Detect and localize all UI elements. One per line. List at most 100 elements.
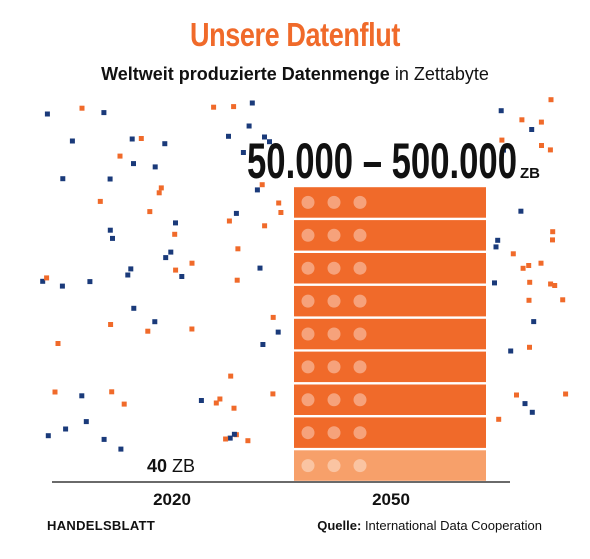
scatter-dot xyxy=(168,249,174,255)
rack-unit-led xyxy=(327,228,341,242)
rack-unit-led xyxy=(353,228,367,242)
scatter-dot xyxy=(138,136,144,141)
scatter-dot xyxy=(257,265,263,271)
rack-unit xyxy=(294,285,486,317)
scatter-dot xyxy=(83,419,89,425)
rack-unit-led xyxy=(327,360,341,374)
scatter-dot xyxy=(108,322,114,327)
chart-title: Unsere Datenflut xyxy=(190,16,400,53)
rack-unit-led xyxy=(353,327,367,341)
scatter-dot xyxy=(235,246,241,252)
scatter-dot xyxy=(563,391,569,397)
scatter-dot xyxy=(79,105,85,111)
rack-unit-led xyxy=(301,261,315,275)
scatter-dot xyxy=(262,134,267,140)
scatter-dot xyxy=(246,123,252,129)
subtitle-bold: Weltweit produzierte Datenmenge xyxy=(101,64,390,84)
rack-unit-led xyxy=(353,195,367,209)
scatter-dot xyxy=(109,389,115,395)
scatter-dot xyxy=(59,283,65,289)
scatter-dot xyxy=(254,187,260,193)
scatter-dot xyxy=(548,97,554,103)
scatter-dot xyxy=(226,218,232,224)
scatter-dot xyxy=(550,229,556,235)
scatter-dot xyxy=(97,198,103,204)
scatter-dot xyxy=(172,231,178,237)
scatter-dot xyxy=(162,141,168,147)
scatter-dot xyxy=(213,400,219,406)
rack-unit-led xyxy=(353,360,367,374)
rack-unit-led xyxy=(301,459,315,473)
category-label-2050: 2050 xyxy=(372,490,410,509)
scatter-dot xyxy=(514,392,519,398)
value-label-2050: 50.000 – 500.000 xyxy=(247,133,517,189)
source-line: Quelle: International Data Cooperation xyxy=(317,518,542,533)
scatter-dot xyxy=(131,161,136,167)
scatter-dot xyxy=(227,435,233,441)
scatter-dot xyxy=(217,396,223,402)
scatter-dot xyxy=(270,391,276,397)
scatter-dot xyxy=(560,297,566,303)
scatter-dot xyxy=(152,319,158,325)
scatter-dot xyxy=(260,342,266,347)
scatter-dot xyxy=(498,108,504,114)
rack-unit-led xyxy=(327,195,341,209)
scatter-dot xyxy=(275,329,281,335)
scatter-dot xyxy=(69,138,75,144)
scatter-dot xyxy=(44,275,50,281)
rack-unit xyxy=(294,351,486,383)
scatter-dot xyxy=(45,433,51,439)
scatter-dot xyxy=(510,251,516,257)
scatter-dot xyxy=(245,438,251,444)
rack-unit-led xyxy=(301,426,315,440)
rack-unit xyxy=(294,417,486,448)
scatter-dot xyxy=(259,182,265,188)
rack-unit-led xyxy=(301,294,315,308)
subtitle-unit: in Zettabyte xyxy=(394,64,489,84)
scatter-dot xyxy=(496,416,502,422)
rack-unit xyxy=(294,384,486,415)
scatter-dot xyxy=(44,111,50,117)
chart-subtitle: Weltweit produzierte Datenmenge in Zetta… xyxy=(0,64,590,85)
scatter-dot xyxy=(131,305,137,311)
scatter-dot xyxy=(526,297,532,303)
source-label: Quelle: xyxy=(317,518,362,533)
rack-unit-led xyxy=(327,426,341,440)
scatter-dot xyxy=(233,210,239,216)
scatter-dot xyxy=(179,274,185,279)
scatter-dot xyxy=(234,277,240,283)
rack-unit-led xyxy=(353,393,367,407)
scatter-dot xyxy=(163,255,169,261)
scatter-dot xyxy=(52,389,58,395)
scatter-dot xyxy=(231,431,237,437)
scatter-dot xyxy=(249,100,255,106)
rack-unit-led xyxy=(327,261,341,275)
scatter-dot xyxy=(538,260,544,266)
scatter-dot xyxy=(87,279,93,285)
scatter-dot xyxy=(519,117,525,123)
scatter-dot xyxy=(125,272,131,278)
scatter-dot xyxy=(539,143,544,148)
rack-unit-led xyxy=(327,393,341,407)
scatter-dot xyxy=(499,137,505,143)
scatter-dot xyxy=(211,104,217,110)
rack-unit-led xyxy=(327,294,341,308)
scatter-dot xyxy=(189,326,195,332)
scatter-dot xyxy=(531,319,537,325)
rack-unit xyxy=(294,318,486,350)
scatter-dot xyxy=(147,209,153,215)
scatter-dot xyxy=(152,164,158,170)
scatter-dot xyxy=(240,150,246,155)
scatter-dot xyxy=(223,436,229,442)
rack-unit-led xyxy=(301,327,315,341)
rack-unit-led xyxy=(353,459,367,473)
scatter-dot xyxy=(117,153,123,159)
scatter-dot xyxy=(529,409,535,415)
scatter-dot xyxy=(529,127,535,132)
scatter-dot xyxy=(121,401,127,407)
scatter-dot xyxy=(520,265,526,271)
scatter-dot xyxy=(526,263,532,268)
scatter-dot xyxy=(547,147,553,153)
scatter-dot xyxy=(107,227,113,233)
scatter-dot xyxy=(276,200,282,206)
